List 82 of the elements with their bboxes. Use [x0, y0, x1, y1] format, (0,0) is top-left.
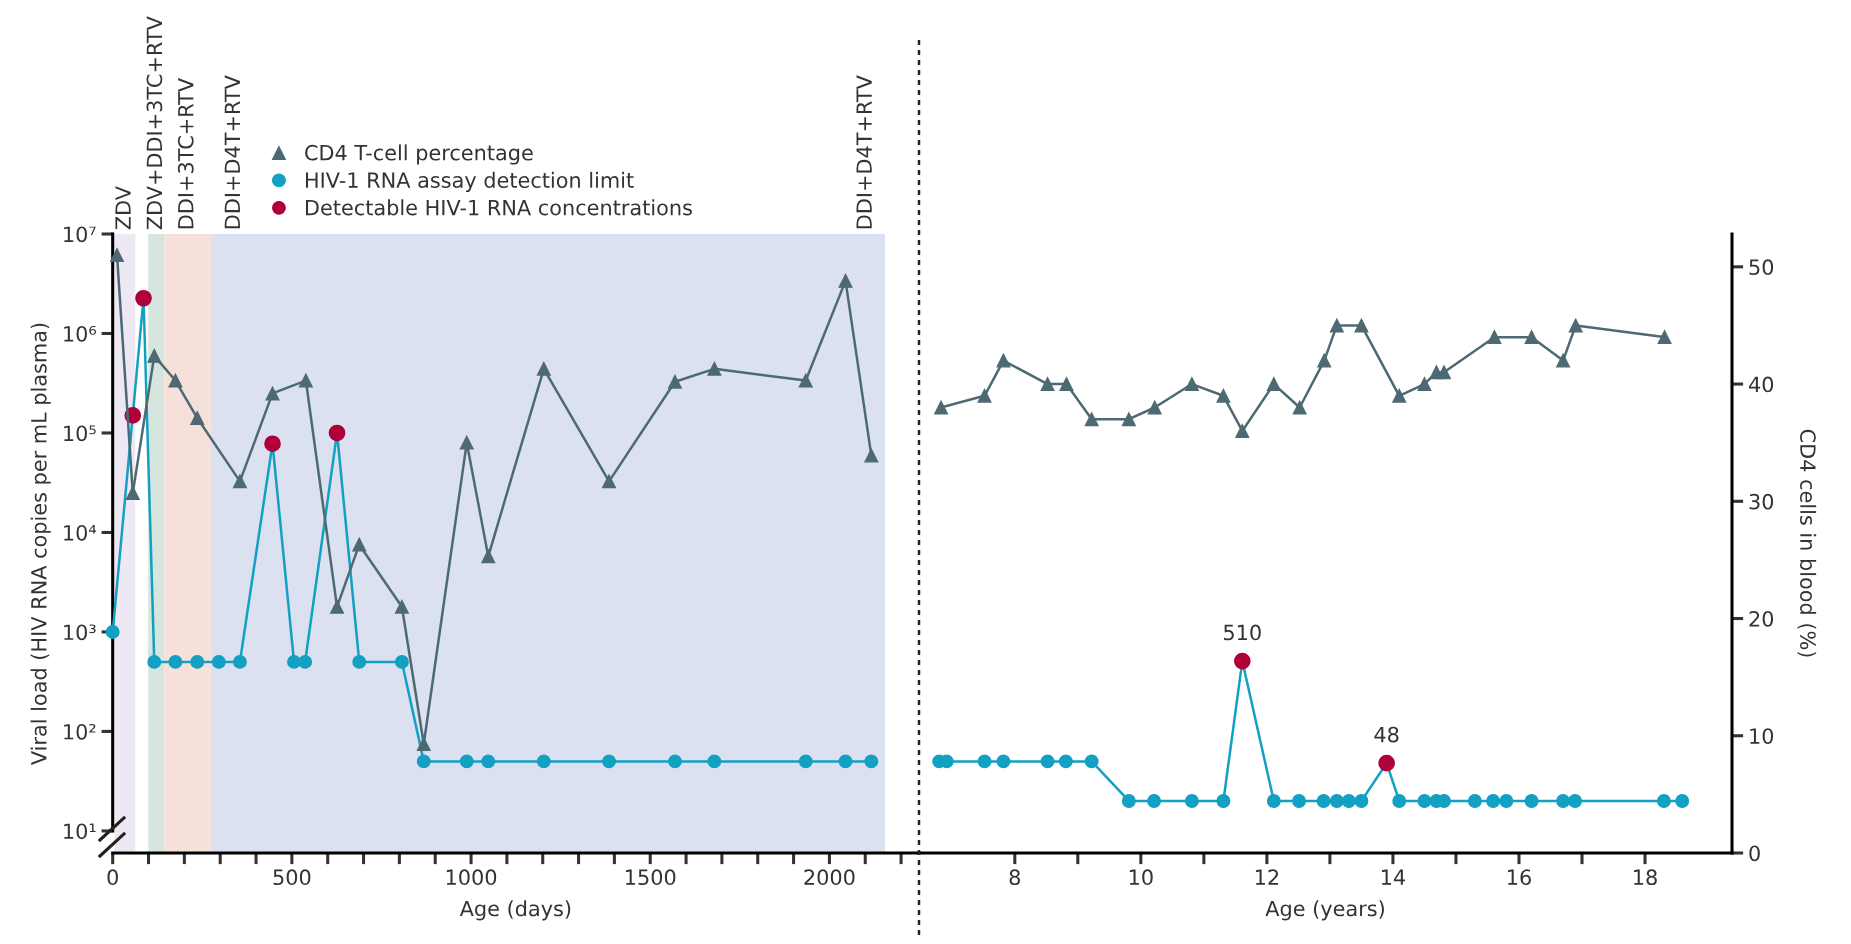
point — [1316, 794, 1331, 808]
y-tick-label: 10³ — [64, 624, 96, 641]
x-tick-label: 10 — [1129, 869, 1153, 886]
point — [1467, 794, 1482, 808]
point — [536, 754, 551, 769]
point — [1675, 794, 1690, 808]
data-label: 48 — [1374, 726, 1399, 743]
point — [1568, 794, 1583, 808]
y2-axis-title: CD4 cells in blood (%) — [1797, 429, 1817, 657]
point — [798, 754, 813, 769]
x-tick-label: 16 — [1508, 869, 1531, 886]
y-tick-label: 10⁵ — [64, 425, 96, 442]
point — [864, 754, 879, 769]
point — [105, 625, 120, 639]
point — [459, 754, 474, 769]
point — [1084, 754, 1099, 769]
data-label: 510 — [1224, 624, 1261, 641]
legend-label: Detectable HIV-1 RNA concentrations — [305, 199, 692, 216]
legend-label: CD4 T-cell percentage — [305, 144, 533, 165]
point — [232, 654, 247, 669]
point — [1266, 794, 1281, 808]
band-label: DDI+D4T+RTV — [224, 75, 240, 229]
y-tick-label: 10¹ — [64, 823, 96, 840]
point — [1341, 794, 1356, 808]
point — [668, 754, 682, 769]
y-tick-label: 10⁷ — [64, 226, 96, 243]
point — [416, 754, 431, 769]
y2-tick-label: 50 — [1749, 259, 1774, 276]
y2-tick-label: 40 — [1748, 376, 1774, 393]
point — [1121, 794, 1136, 808]
point — [352, 654, 367, 669]
annotation: DDI+D4T+RTV — [856, 75, 872, 229]
x-axis-title: Age (years) — [1265, 900, 1384, 921]
band-label: DDI+3TC+RTV — [177, 78, 194, 229]
y2-tick-label: 30 — [1749, 493, 1774, 510]
x-tick-label: 500 — [273, 869, 311, 886]
point — [1417, 794, 1432, 808]
legend-label: HIV-1 RNA assay detection limit — [305, 171, 634, 193]
point — [147, 654, 162, 669]
y-tick-label: 10⁶ — [64, 325, 97, 342]
point — [1524, 794, 1539, 808]
point — [1329, 794, 1344, 808]
point — [1058, 754, 1073, 769]
point — [1499, 794, 1514, 808]
point — [211, 654, 226, 669]
y-tick-label: 10² — [64, 723, 96, 740]
point — [602, 754, 616, 769]
point — [394, 654, 409, 669]
point — [1354, 794, 1369, 808]
point — [838, 754, 853, 769]
band-label: ZDV — [115, 186, 131, 230]
y2-tick-label: 0 — [1749, 845, 1760, 862]
point — [1656, 794, 1671, 808]
point — [1292, 794, 1306, 808]
point — [1184, 794, 1199, 808]
point — [168, 654, 183, 669]
y2-tick-label: 20 — [1749, 610, 1774, 627]
y-tick-label: 10⁴ — [64, 524, 97, 541]
point — [190, 654, 205, 669]
x-tick-label: 14 — [1381, 869, 1406, 885]
x-tick-label: 0 — [107, 869, 118, 886]
point — [1392, 794, 1407, 808]
y2-tick-label: 10 — [1750, 728, 1774, 744]
point — [1556, 794, 1571, 808]
band-label: ZDV+DDI+3TC+RTV — [146, 16, 163, 230]
point — [977, 754, 992, 769]
x-tick-label: 2000 — [804, 869, 855, 886]
x-tick-label: 1000 — [446, 869, 497, 886]
x-tick-label: 18 — [1634, 869, 1657, 886]
point — [1216, 794, 1231, 808]
x-tick-label: 12 — [1255, 869, 1279, 885]
point — [481, 754, 496, 769]
point — [1040, 754, 1055, 769]
x-tick-label: 8 — [1009, 869, 1020, 886]
point — [1147, 794, 1162, 808]
y-axis-title: Viral load (HIV RNA copies per mL plasma) — [30, 323, 51, 765]
point — [298, 654, 313, 669]
point — [996, 754, 1011, 769]
x-tick-label: 1500 — [626, 869, 676, 886]
x-axis-title: Age (days) — [459, 900, 571, 921]
point — [707, 754, 722, 769]
point — [1486, 794, 1501, 808]
